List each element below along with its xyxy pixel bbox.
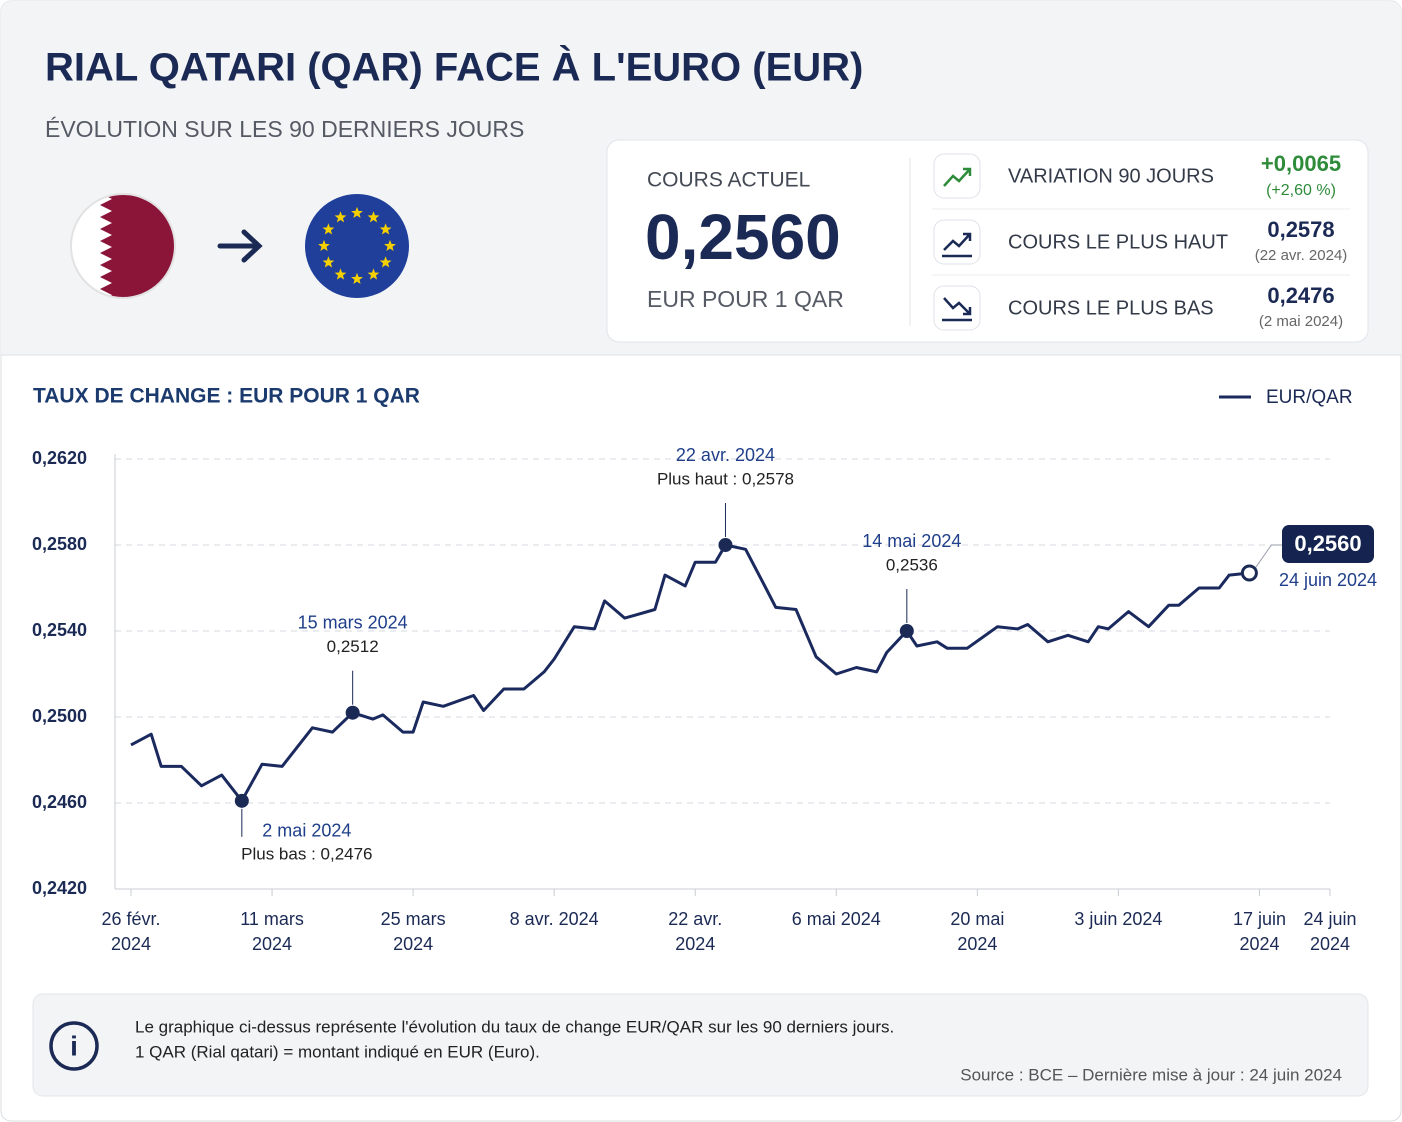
- star: [367, 268, 380, 280]
- annotation-point: [718, 538, 733, 552]
- x-tick-label: 25 mars 2024: [380, 909, 446, 954]
- stat-label: COURS LE PLUS BAS: [1008, 297, 1214, 319]
- flag-ring: [70, 193, 176, 299]
- x-tick-label-box: 11 mars 2024: [240, 909, 304, 954]
- star: [322, 256, 335, 268]
- x-tick-label-box: 26 févr. 2024: [101, 909, 161, 954]
- x-tick-label: 11 mars 2024: [240, 909, 304, 954]
- badge-connector: [1254, 544, 1282, 569]
- star: [334, 211, 347, 223]
- y-tick-label: 0,2420: [32, 878, 87, 898]
- chart-title: TAUX DE CHANGE : EUR POUR 1 QAR: [33, 385, 420, 408]
- current-unit: EUR POUR 1 QAR: [647, 286, 844, 312]
- annotation-text: 0,2536: [886, 555, 938, 574]
- last-badge: [1282, 525, 1374, 563]
- y-tick-label: 0,2580: [32, 534, 87, 554]
- source: Source : BCE – Dernière mise à jour : 24…: [960, 1065, 1342, 1084]
- x-tick-label-box: 3 juin 2024: [1074, 909, 1163, 929]
- annotation-point: [234, 793, 249, 808]
- stat-label: VARIATION 90 JOURS: [1008, 165, 1214, 187]
- series-line: [130, 543, 1250, 803]
- stat-icon: [933, 153, 981, 199]
- stat-detail: (2 mai 2024): [1259, 313, 1343, 330]
- stat-icon: [933, 219, 981, 265]
- star: [384, 239, 396, 251]
- star: [351, 272, 363, 284]
- info-line: Le graphique ci-dessus représente l'évol…: [135, 1017, 894, 1036]
- stats-panel: [606, 139, 1369, 343]
- x-tick-label-box: 25 mars 2024: [380, 909, 446, 954]
- x-tick-label: 8 avr. 2024: [509, 909, 599, 929]
- stat-value: +0,0065: [1261, 151, 1341, 176]
- annotation-date: 15 mars 2024: [298, 612, 408, 632]
- current-value: 0,2560: [645, 201, 841, 273]
- eu-stars: [318, 206, 396, 284]
- x-tick-label: 24 juin 2024: [1303, 909, 1357, 954]
- x-tick-label: 20 mai 2024: [950, 909, 1005, 954]
- eu-flag: [305, 194, 409, 298]
- x-tick-label-box: 20 mai 2024: [950, 909, 1005, 954]
- info-box: [32, 993, 1369, 1097]
- annotation-text: 0,2512: [327, 637, 379, 656]
- y-tick-label: 0,2540: [32, 620, 87, 640]
- star: [334, 268, 347, 280]
- x-tick-label-box: 22 avr. 2024: [668, 909, 723, 954]
- stat-value: 0,2476: [1267, 283, 1334, 308]
- star: [379, 256, 392, 268]
- stat-detail: (22 avr. 2024): [1255, 247, 1348, 264]
- x-tick-label: 3 juin 2024: [1074, 909, 1163, 929]
- arrow: [217, 229, 263, 263]
- annotation-point: [345, 705, 360, 720]
- last-point: [1240, 564, 1258, 582]
- x-tick-label-box: 17 juin 2024: [1232, 909, 1286, 954]
- y-tick-label: 0,2620: [32, 448, 87, 468]
- page-subtitle: ÉVOLUTION SUR LES 90 DERNIERS JOURS: [45, 116, 524, 142]
- stat-icon: [933, 285, 981, 331]
- annotation-date: 22 avr. 2024: [676, 445, 775, 465]
- star: [351, 206, 363, 218]
- x-tick-label: 17 juin 2024: [1232, 909, 1286, 954]
- y-tick-label: 0,2500: [32, 706, 87, 726]
- stat-label: COURS LE PLUS HAUT: [1008, 231, 1228, 253]
- annotation-date: 2 mai 2024: [262, 821, 351, 841]
- legend-label: EUR/QAR: [1266, 387, 1353, 408]
- annotation-text: Plus haut : 0,2578: [657, 469, 794, 488]
- star: [379, 223, 392, 235]
- last-date: 24 juin 2024: [1279, 570, 1377, 590]
- star: [367, 211, 380, 223]
- plot: 0,2420 0,2460 0,2500 0,2540 0,2580 0,2620 26 f…: [32, 387, 1377, 954]
- stat-detail: (+2,60 %): [1266, 182, 1336, 199]
- y-tick-label: 0,2460: [32, 792, 87, 812]
- x-tick-label: 6 mai 2024: [791, 909, 881, 929]
- x-tick-label-box: 24 juin 2024: [1303, 909, 1357, 954]
- star: [322, 223, 335, 235]
- page-title: RIAL QATARI (QAR) FACE À L'EURO (EUR): [45, 45, 863, 90]
- x-tick-label-box: 8 avr. 2024: [509, 909, 599, 929]
- annotation-text: Plus bas : 0,2476: [241, 844, 372, 863]
- star: [318, 239, 330, 251]
- x-tick-label-box: 6 mai 2024: [791, 909, 881, 929]
- x-tick-label: 22 avr. 2024: [668, 909, 723, 954]
- last-badge-value: 0,2560: [1294, 531, 1361, 556]
- annotation-point: [899, 624, 914, 638]
- info-icon: [49, 1021, 99, 1071]
- current-label: COURS ACTUEL: [647, 169, 810, 192]
- annotation-date: 14 mai 2024: [862, 531, 961, 551]
- info-line: 1 QAR (Rial qatari) = montant indiqué en…: [135, 1042, 540, 1061]
- x-tick-label: 26 févr. 2024: [101, 909, 161, 954]
- info-icon-glyph: i: [70, 1030, 78, 1061]
- stat-value: 0,2578: [1267, 217, 1334, 242]
